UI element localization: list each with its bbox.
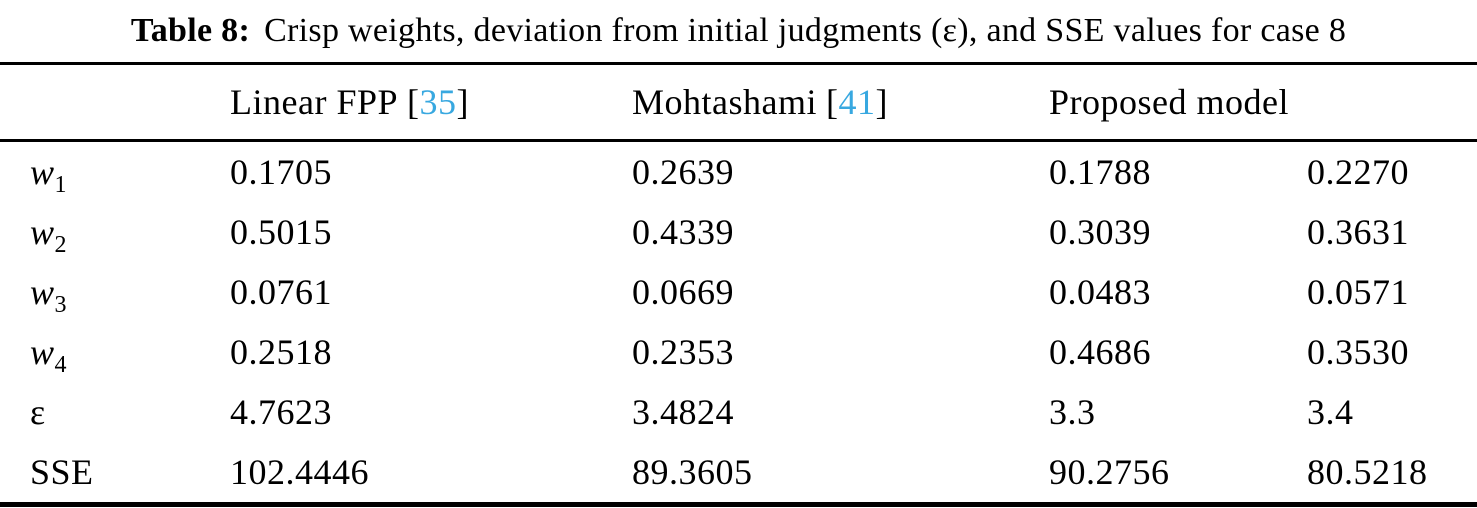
row-label: w1	[30, 152, 68, 199]
column-header-proposed-model: Proposed model	[1049, 81, 1477, 123]
table-row-sse: SSE 102.4446 89.3605 90.2756 80.5218	[0, 442, 1477, 502]
row-label: w2	[30, 212, 68, 259]
table-cell: 0.2270	[1307, 152, 1409, 192]
table-row-w4: w4 0.2518 0.2353 0.4686 0.3530	[0, 322, 1477, 382]
row-label: w4	[30, 332, 68, 379]
table-cell: 0.0483	[1049, 272, 1151, 312]
column-header-label: Linear FPP	[230, 82, 399, 122]
table-cell: 0.2353	[632, 332, 734, 372]
row-label: ε	[30, 392, 46, 432]
column-header-label: Proposed model	[1049, 82, 1289, 122]
table-cell: 0.2639	[632, 152, 734, 192]
table-cell: 80.5218	[1307, 452, 1428, 492]
table-body: w1 0.1705 0.2639 0.1788 0.2270 w2 0.5015…	[0, 142, 1477, 502]
column-header-label: Mohtashami	[632, 82, 817, 122]
table-caption-text: Crisp weights, deviation from initial ju…	[264, 12, 1347, 49]
row-label: SSE	[30, 452, 94, 492]
column-header-linear-fpp: Linear FPP [35]	[230, 81, 632, 123]
table-cell: 0.4686	[1049, 332, 1151, 372]
table-header-row: Linear FPP [35] Mohtashami [41] Proposed m…	[0, 65, 1477, 139]
citation: [41]	[826, 82, 888, 122]
table-cell: 0.5015	[230, 212, 332, 252]
table-cell: 4.7623	[230, 392, 332, 432]
table-cell: 0.0669	[632, 272, 734, 312]
citation-bracket-close: ]	[456, 82, 470, 122]
table-caption-number: Table 8:	[130, 12, 251, 49]
table-cell: 102.4446	[230, 452, 369, 492]
table-cell: 0.3039	[1049, 212, 1151, 252]
table-row-w2: w2 0.5015 0.4339 0.3039 0.3631	[0, 202, 1477, 262]
table-cell: 0.3631	[1307, 212, 1409, 252]
table-cell: 3.3	[1049, 392, 1096, 432]
table-cell: 3.4	[1307, 392, 1354, 432]
table-cell: 0.0761	[230, 272, 332, 312]
citation-link-35[interactable]: 35	[419, 82, 457, 122]
table-row-w1: w1 0.1705 0.2639 0.1788 0.2270	[0, 142, 1477, 202]
citation-bracket-open: [	[825, 82, 839, 122]
table-cell: 0.1705	[230, 152, 332, 192]
table-row-epsilon: ε 4.7623 3.4824 3.3 3.4	[0, 382, 1477, 442]
table-top-rule	[0, 62, 1477, 65]
table-cell: 3.4824	[632, 392, 734, 432]
table-cell: 89.3605	[632, 452, 753, 492]
table-caption: Table 8: Crisp weights, deviation from i…	[0, 0, 1477, 62]
table-cell: 0.2518	[230, 332, 332, 372]
table-mid-rule	[0, 139, 1477, 142]
table-bottom-rule	[0, 502, 1477, 507]
table-cell: 0.1788	[1049, 152, 1151, 192]
citation-link-41[interactable]: 41	[838, 82, 876, 122]
table-cell: 0.4339	[632, 212, 734, 252]
table-row-w3: w3 0.0761 0.0669 0.0483 0.0571	[0, 262, 1477, 322]
citation-bracket-open: [	[407, 82, 420, 122]
citation: [35]	[407, 82, 469, 122]
citation-bracket-close: ]	[875, 82, 888, 122]
table-cell: 0.0571	[1307, 272, 1409, 312]
row-label: w3	[30, 272, 68, 319]
column-header-mohtashami: Mohtashami [41]	[632, 81, 1049, 123]
table-cell: 0.3530	[1307, 332, 1409, 372]
table-cell: 90.2756	[1049, 452, 1170, 492]
